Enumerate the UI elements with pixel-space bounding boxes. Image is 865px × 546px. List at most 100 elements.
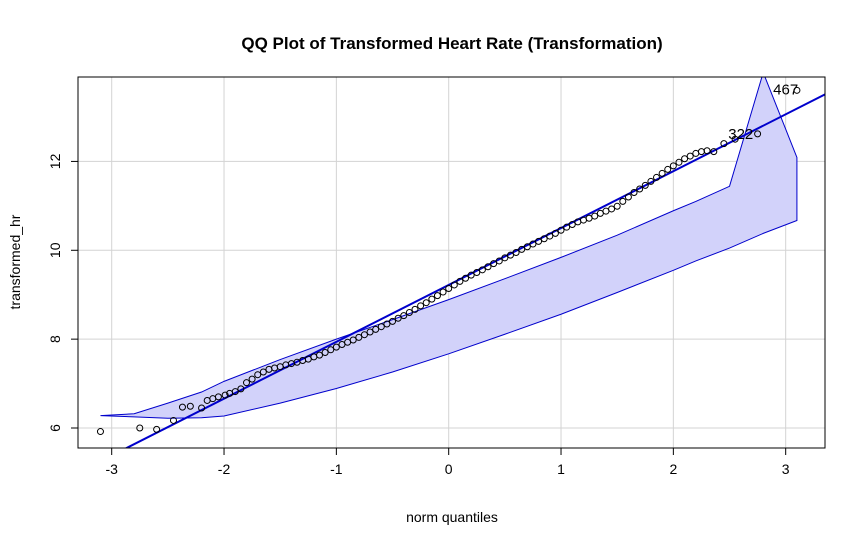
data-point [557,226,565,234]
data-point [697,148,705,156]
y-axis: 6 8 10 12 [47,153,79,432]
x-tick-label: 3 [782,461,790,477]
data-point [136,424,144,432]
data-point [506,251,514,259]
data-point [540,235,548,243]
data-point [692,149,700,157]
data-points-layer [96,86,801,436]
data-point [529,240,537,248]
data-point [316,351,324,359]
data-point [248,375,256,383]
data-point [417,302,425,310]
data-point [495,257,503,265]
data-point [675,158,683,166]
data-point [186,402,194,410]
confidence-band-layer [100,77,798,419]
data-point [433,292,441,300]
data-point [636,185,644,193]
data-point [394,314,402,322]
data-point [793,86,801,94]
data-point [523,243,531,251]
y-tick-label: 8 [47,335,63,343]
data-point [658,169,666,177]
data-point [686,152,694,160]
x-tick-label: -1 [330,461,343,477]
data-point [653,173,661,181]
point-label: 467 [773,81,798,98]
data-point [360,331,368,339]
data-point [501,254,509,262]
x-tick-label: -3 [105,461,118,477]
x-tick-label: 0 [445,461,453,477]
data-point [473,268,481,276]
y-axis-label: transformed_hr [7,214,23,309]
point-label: 322 [728,126,753,143]
plot-frame [77,76,826,449]
data-point [445,284,453,292]
data-point [551,229,559,237]
data-point [178,403,186,411]
x-axis-label: norm quantiles [406,509,498,525]
data-point [332,343,340,351]
y-tick-label: 12 [47,153,63,169]
data-point [383,320,391,328]
data-point [731,135,739,143]
data-point [613,202,621,210]
x-tick-label: 1 [557,461,565,477]
data-point [720,140,728,148]
data-point [96,428,104,436]
data-point [535,237,543,245]
data-point [389,317,397,325]
data-point [462,274,470,282]
chart-title: QQ Plot of Transformed Heart Rate (Trans… [241,34,662,53]
confidence-band [100,77,798,419]
data-point [456,277,464,285]
data-point [428,295,436,303]
data-point [630,189,638,197]
data-point [221,391,229,399]
x-tick-label: -2 [218,461,231,477]
data-point [242,379,250,387]
data-point [710,148,718,156]
data-point [664,165,672,173]
y-tick-label: 10 [47,242,63,258]
data-point [703,147,711,155]
data-point [411,305,419,313]
data-point [624,193,632,201]
data-point [355,333,363,341]
data-point [619,197,627,205]
data-point [349,336,357,344]
data-point [259,368,267,376]
data-point [321,348,329,356]
point-annotations: 467 322 [728,81,798,142]
data-point [214,393,222,401]
data-point [439,288,447,296]
data-point [546,232,554,240]
data-point [608,205,616,213]
data-point [254,371,262,379]
data-point [327,346,335,354]
data-point [641,181,649,189]
data-point [568,221,576,229]
y-tick-label: 6 [47,424,63,432]
data-point [237,385,245,393]
data-point [231,388,239,396]
data-point [366,328,374,336]
data-point [602,207,610,215]
data-point [591,212,599,220]
x-axis: -3 -2 -1 0 1 2 3 [105,447,790,477]
x-tick-label: 2 [669,461,677,477]
data-point [647,177,655,185]
data-point [372,325,380,333]
data-point [405,308,413,316]
data-point [422,299,430,307]
data-point [153,425,161,433]
data-point [563,223,571,231]
data-point [512,249,520,257]
data-point [669,162,677,170]
data-point [400,312,408,320]
data-point [169,416,177,424]
data-point [596,209,604,217]
data-point [478,266,486,274]
